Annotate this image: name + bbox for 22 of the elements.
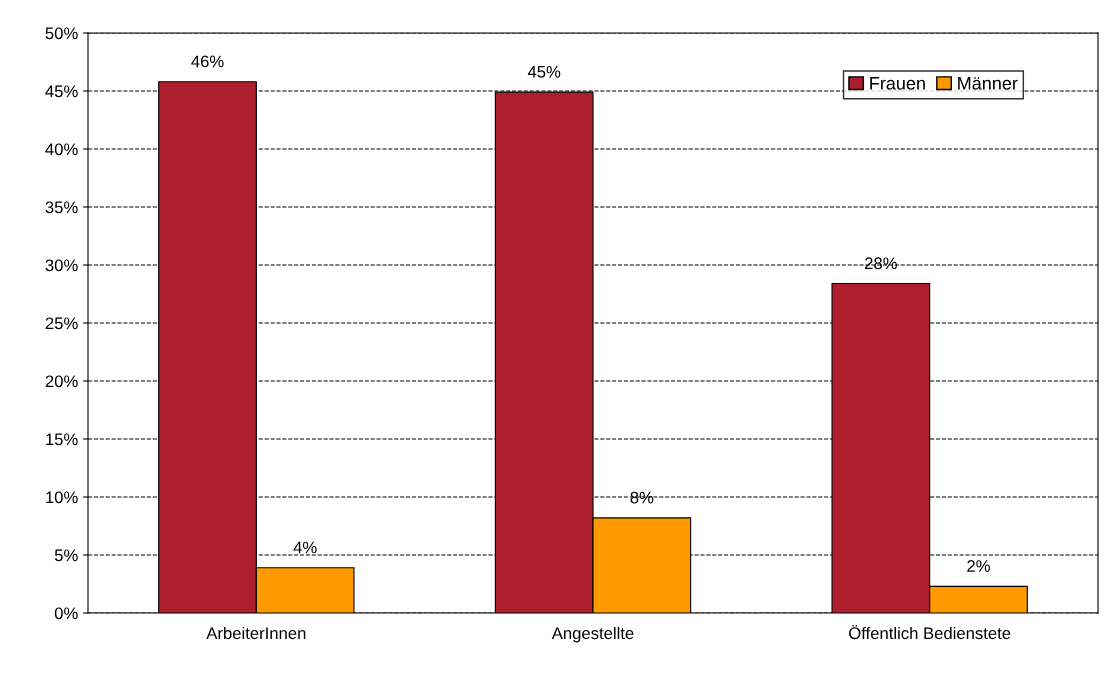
x-tick-label: ArbeiterInnen bbox=[206, 626, 306, 640]
data-label: 2% bbox=[967, 560, 990, 572]
x-tick-label: Angestellte bbox=[551, 626, 634, 643]
y-tick-label: 50% bbox=[45, 27, 78, 40]
y-tick-label: 30% bbox=[45, 259, 78, 272]
y-tick-label: 10% bbox=[46, 491, 78, 504]
data-label: 46% bbox=[191, 55, 224, 68]
y-tick-label: 25% bbox=[45, 317, 78, 330]
data-label: 4% bbox=[293, 541, 317, 554]
y-tick-label: 0% bbox=[54, 607, 78, 620]
legend-label: Frauen bbox=[870, 77, 925, 90]
data-label: 45% bbox=[527, 66, 561, 78]
data-label: 8% bbox=[630, 491, 654, 504]
x-tick-label: Öffentlich Bedienstete bbox=[849, 625, 1011, 640]
y-tick-label: 15% bbox=[46, 433, 78, 446]
data-label: 28% bbox=[865, 257, 897, 270]
y-tick-label: 40% bbox=[45, 143, 78, 156]
y-tick-label: 45% bbox=[45, 85, 78, 98]
y-tick-label: 35% bbox=[45, 201, 78, 214]
y-tick-label: 20% bbox=[45, 375, 78, 388]
y-tick-label: 5% bbox=[54, 549, 78, 562]
legend-label: Männer bbox=[958, 77, 1018, 90]
